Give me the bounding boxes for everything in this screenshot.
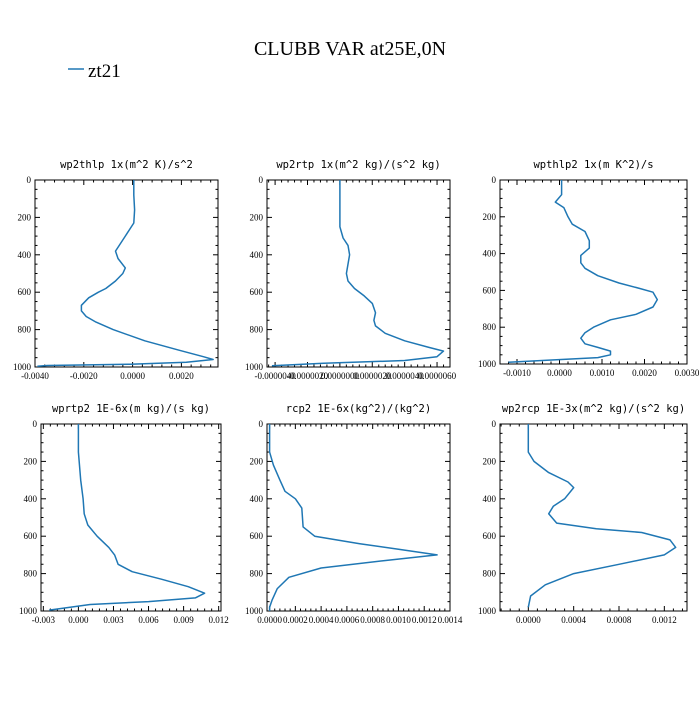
x-tick-label: 0.0004: [309, 615, 334, 625]
plot-frame: [40, 423, 222, 612]
y-tick-label: 200: [24, 456, 38, 466]
x-tick-label: 0.0006: [335, 615, 360, 625]
plot-frame: [266, 423, 451, 612]
x-tick-label: 0.0030: [675, 368, 700, 378]
x-tick-label: 0.0014: [438, 615, 463, 625]
series-line: [268, 424, 438, 611]
y-tick-label: 600: [483, 531, 497, 541]
x-tick-label: 0.0010: [386, 615, 411, 625]
y-tick-label: 0: [492, 175, 497, 185]
x-tick-label: 0.0020: [169, 371, 194, 381]
y-tick-label: 200: [250, 456, 264, 466]
x-tick-label: 0.006: [138, 615, 159, 625]
series-line: [37, 180, 214, 368]
x-tick-label: -0.0000040: [254, 371, 296, 381]
legend: zt21: [68, 61, 121, 82]
plot-frame: [499, 179, 688, 365]
panel-title: wp2thlp 1x(m^2 K)/s^2: [60, 159, 193, 171]
x-tick-label: 0.0000000: [321, 371, 360, 381]
x-tick-label: 0.012: [209, 615, 229, 625]
y-tick-label: 800: [250, 569, 264, 579]
y-tick-label: 400: [483, 249, 497, 259]
y-tick-label: 800: [18, 325, 32, 335]
y-tick-label: 1000: [478, 359, 497, 369]
x-tick-label: 0.0000060: [418, 371, 457, 381]
y-tick-label: 600: [24, 531, 38, 541]
x-tick-label: -0.0040: [21, 371, 49, 381]
series-line: [527, 424, 677, 608]
y-tick-label: 1000: [478, 606, 497, 616]
y-tick-label: 200: [250, 212, 264, 222]
y-tick-label: 800: [483, 569, 497, 579]
x-tick-label: 0.000: [68, 615, 89, 625]
series-line: [49, 424, 206, 611]
y-tick-label: 400: [250, 250, 264, 260]
figure-title: CLUBB VAR at25E,0N: [254, 38, 446, 60]
x-tick-label: 0.0002: [283, 615, 308, 625]
x-tick-label: -0.003: [32, 615, 56, 625]
y-tick-label: 1000: [19, 606, 38, 616]
x-tick-label: 0.0010: [590, 368, 615, 378]
x-tick-label: -0.0020: [70, 371, 98, 381]
plot-frame: [34, 179, 219, 368]
x-tick-label: 0.009: [173, 615, 194, 625]
y-tick-label: 1000: [13, 362, 32, 372]
y-tick-label: 0: [27, 175, 32, 185]
x-tick-label: 0.0020: [632, 368, 657, 378]
panel-title: wp2rcp 1E-3x(m^2 kg)/(s^2 kg): [502, 403, 685, 415]
x-tick-label: 0.0000: [257, 615, 282, 625]
x-tick-label: 0.0000: [547, 368, 572, 378]
panel-title: wp2rtp 1x(m^2 kg)/(s^2 kg): [276, 159, 440, 171]
plot-frame: [266, 179, 451, 368]
y-tick-label: 600: [483, 285, 497, 295]
y-tick-label: 0: [33, 419, 38, 429]
y-tick-label: 400: [24, 494, 38, 504]
x-tick-label: -0.0000020: [287, 371, 329, 381]
x-tick-label: 0.0000: [516, 615, 541, 625]
y-tick-label: 600: [250, 287, 264, 297]
y-tick-label: 400: [483, 494, 497, 504]
panel-title: wprtp2 1E-6x(m kg)/(s kg): [52, 403, 210, 415]
y-tick-label: 800: [483, 322, 497, 332]
panel-3: wpthlp2 1x(m K^2)/s 0 200 400 600 800 1000 -0.0…: [478, 159, 700, 378]
panel-2: wp2rtp 1x(m^2 kg)/(s^2 kg) 0 200 400 600 800 1…: [245, 159, 457, 381]
y-tick-label: 0: [259, 419, 264, 429]
panel-6: wp2rcp 1E-3x(m^2 kg)/(s^2 kg) 0 200 400 600 8…: [478, 403, 688, 625]
y-tick-label: 600: [250, 531, 264, 541]
y-tick-label: 0: [492, 419, 497, 429]
y-tick-label: 200: [483, 212, 497, 222]
x-tick-label: 0.0004: [561, 615, 586, 625]
x-tick-label: 0.0000: [120, 371, 145, 381]
x-tick-label: 0.0000020: [353, 371, 392, 381]
x-tick-label: 0.0008: [607, 615, 632, 625]
y-tick-label: 200: [18, 212, 32, 222]
x-tick-label: 0.003: [103, 615, 124, 625]
y-tick-label: 400: [250, 494, 264, 504]
x-tick-label: 0.0012: [652, 615, 677, 625]
series-line: [271, 180, 445, 367]
series-line: [508, 180, 659, 363]
y-tick-label: 0: [259, 175, 264, 185]
y-tick-label: 400: [18, 250, 32, 260]
panel-5: rcp2 1E-6x(kg^2)/(kg^2) 0 200 400 600 800 1000…: [245, 403, 463, 625]
y-tick-label: 200: [483, 456, 497, 466]
panel-1: wp2thlp 1x(m^2 K)/s^202004006008001000-0…: [13, 159, 219, 381]
legend-label: zt21: [88, 61, 121, 82]
panel-title: wpthlp2 1x(m K^2)/s: [533, 159, 653, 171]
y-tick-label: 600: [18, 287, 32, 297]
x-tick-label: 0.0000040: [386, 371, 425, 381]
panel-4: wprtp2 1E-6x(m kg)/(s kg) 0 200 400 600 800 10…: [19, 403, 229, 625]
x-tick-label: 0.0008: [360, 615, 385, 625]
y-tick-label: 800: [250, 325, 264, 335]
y-tick-label: 1000: [245, 362, 264, 372]
x-tick-label: 0.0012: [412, 615, 437, 625]
y-tick-label: 800: [24, 569, 38, 579]
x-tick-label: -0.0010: [503, 368, 531, 378]
panel-title: rcp2 1E-6x(kg^2)/(kg^2): [286, 403, 431, 415]
y-tick-label: 1000: [245, 606, 264, 616]
